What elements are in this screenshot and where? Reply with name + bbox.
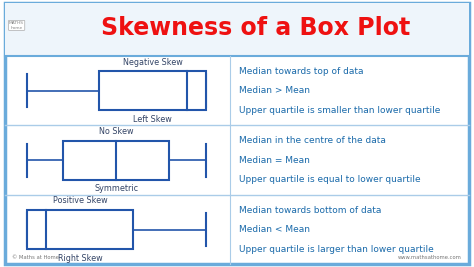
- Text: Median towards top of data: Median towards top of data: [239, 67, 364, 76]
- Text: MATHS
home: MATHS home: [9, 21, 24, 30]
- Text: Left Skew: Left Skew: [133, 115, 172, 124]
- Text: www.mathsathome.com: www.mathsathome.com: [398, 255, 462, 260]
- Text: Upper quartile is larger than lower quartile: Upper quartile is larger than lower quar…: [239, 245, 434, 254]
- Text: Upper quartile is smaller than lower quartile: Upper quartile is smaller than lower qua…: [239, 106, 441, 115]
- Bar: [5, 3, 469, 56]
- Bar: [63, 141, 169, 180]
- Text: Median = Mean: Median = Mean: [239, 156, 310, 165]
- Text: Negative Skew: Negative Skew: [122, 57, 182, 66]
- Bar: [27, 210, 133, 249]
- Text: Median > Mean: Median > Mean: [239, 86, 310, 95]
- Text: Median < Mean: Median < Mean: [239, 225, 310, 234]
- Text: Median in the centre of the data: Median in the centre of the data: [239, 136, 386, 145]
- Text: Upper quartile is equal to lower quartile: Upper quartile is equal to lower quartil…: [239, 175, 421, 184]
- Text: Symmetric: Symmetric: [94, 184, 138, 194]
- Text: Positive Skew: Positive Skew: [53, 196, 107, 205]
- Bar: [99, 71, 206, 110]
- Text: © Maths at Home: © Maths at Home: [12, 255, 59, 260]
- Text: Median towards bottom of data: Median towards bottom of data: [239, 206, 382, 215]
- Text: Skewness of a Box Plot: Skewness of a Box Plot: [101, 16, 410, 40]
- Text: Right Skew: Right Skew: [57, 254, 102, 263]
- Text: No Skew: No Skew: [99, 127, 133, 136]
